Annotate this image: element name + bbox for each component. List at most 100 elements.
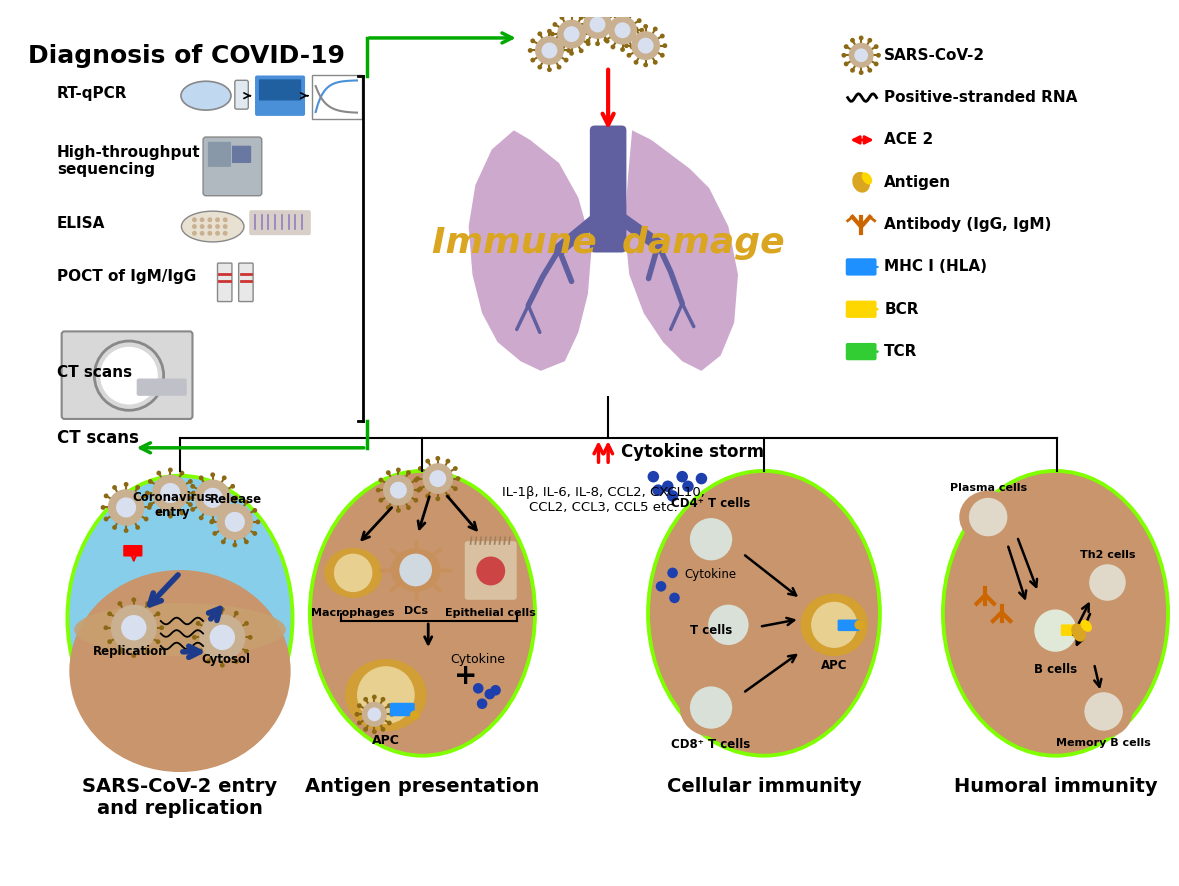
FancyBboxPatch shape [217, 263, 232, 301]
Ellipse shape [74, 603, 285, 657]
FancyBboxPatch shape [232, 145, 251, 163]
Circle shape [210, 472, 215, 478]
FancyBboxPatch shape [259, 80, 301, 100]
Circle shape [586, 5, 591, 11]
FancyBboxPatch shape [590, 126, 626, 253]
Circle shape [579, 12, 584, 17]
Circle shape [396, 468, 401, 472]
Circle shape [564, 38, 568, 43]
Circle shape [611, 44, 615, 50]
Text: +: + [454, 662, 477, 690]
Circle shape [670, 593, 680, 603]
Text: Immune  damage: Immune damage [432, 226, 784, 260]
Circle shape [199, 476, 204, 480]
Circle shape [435, 456, 440, 461]
Circle shape [624, 43, 628, 48]
Circle shape [157, 470, 162, 476]
Circle shape [199, 217, 204, 222]
Circle shape [232, 496, 237, 501]
Text: Antigen presentation: Antigen presentation [305, 777, 540, 796]
Circle shape [118, 602, 123, 606]
Circle shape [244, 540, 249, 544]
Ellipse shape [852, 172, 870, 192]
FancyBboxPatch shape [137, 378, 186, 396]
Circle shape [233, 610, 238, 616]
Circle shape [145, 602, 150, 606]
Circle shape [858, 35, 863, 41]
Ellipse shape [1075, 685, 1133, 738]
Circle shape [564, 58, 568, 63]
Circle shape [696, 473, 707, 485]
Circle shape [167, 468, 173, 472]
Circle shape [709, 604, 749, 645]
Circle shape [144, 517, 149, 522]
Circle shape [196, 649, 200, 654]
Circle shape [476, 556, 505, 586]
FancyBboxPatch shape [1061, 625, 1084, 636]
Circle shape [362, 702, 387, 727]
Circle shape [630, 12, 634, 16]
Circle shape [868, 38, 872, 43]
Circle shape [136, 485, 140, 490]
Ellipse shape [324, 548, 382, 598]
Ellipse shape [311, 473, 533, 754]
Circle shape [100, 505, 105, 509]
Circle shape [631, 31, 660, 60]
Polygon shape [625, 130, 738, 371]
Circle shape [611, 12, 615, 16]
Circle shape [560, 49, 565, 53]
Text: ELISA: ELISA [57, 216, 105, 231]
Text: Diagnosis of COVID-19: Diagnosis of COVID-19 [28, 43, 345, 67]
Circle shape [192, 217, 197, 222]
Circle shape [485, 688, 495, 699]
Text: Th2 cells: Th2 cells [1080, 550, 1135, 560]
Circle shape [660, 34, 665, 38]
Ellipse shape [699, 598, 758, 652]
Circle shape [144, 494, 149, 498]
Circle shape [406, 505, 411, 510]
Circle shape [215, 217, 220, 222]
Circle shape [389, 712, 394, 717]
Circle shape [416, 487, 421, 493]
Text: Epithelial cells: Epithelial cells [446, 608, 536, 618]
Circle shape [244, 621, 249, 626]
Circle shape [210, 519, 215, 525]
Circle shape [199, 614, 245, 660]
Circle shape [387, 720, 391, 726]
Circle shape [858, 70, 863, 75]
Text: Release: Release [210, 494, 262, 506]
Circle shape [107, 489, 144, 525]
Circle shape [215, 231, 220, 236]
Text: Cytosol: Cytosol [202, 653, 251, 666]
Text: POCT of IgM/IgG: POCT of IgM/IgG [57, 269, 196, 284]
Circle shape [656, 581, 666, 592]
Circle shape [206, 610, 211, 616]
Circle shape [1089, 564, 1126, 601]
Circle shape [639, 27, 644, 33]
Circle shape [644, 24, 648, 29]
Circle shape [248, 635, 252, 640]
Circle shape [476, 698, 487, 709]
Circle shape [601, 27, 606, 33]
Text: Coronavirus
entry: Coronavirus entry [132, 491, 212, 518]
Circle shape [850, 68, 855, 73]
Circle shape [386, 505, 390, 510]
Ellipse shape [1025, 602, 1087, 659]
Circle shape [217, 503, 253, 540]
Circle shape [406, 470, 411, 475]
Circle shape [644, 63, 648, 67]
Circle shape [131, 597, 137, 602]
Circle shape [386, 470, 390, 475]
Circle shape [842, 53, 847, 58]
FancyBboxPatch shape [238, 263, 253, 301]
Circle shape [222, 516, 226, 520]
Circle shape [874, 61, 878, 66]
Circle shape [531, 38, 535, 43]
Circle shape [435, 496, 440, 501]
Circle shape [612, 32, 617, 36]
Text: SARS-CoV-2: SARS-CoV-2 [884, 48, 986, 63]
Circle shape [378, 498, 383, 502]
Text: MHC I (HLA): MHC I (HLA) [884, 260, 987, 275]
Text: ACE 2: ACE 2 [884, 132, 934, 147]
Circle shape [414, 498, 419, 502]
